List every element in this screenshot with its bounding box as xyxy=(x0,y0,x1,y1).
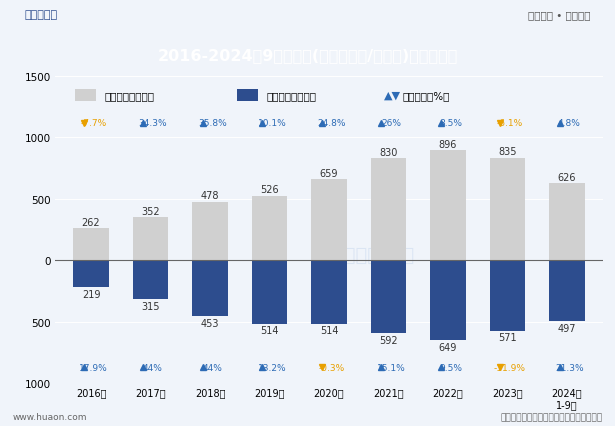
Bar xyxy=(192,202,228,261)
Text: 835: 835 xyxy=(498,147,517,157)
Text: 10.1%: 10.1% xyxy=(258,119,287,128)
Text: 26%: 26% xyxy=(381,119,401,128)
Text: 同比增长（%）: 同比增长（%） xyxy=(402,91,450,101)
Text: 2016-2024年9月四川省(境内目的地/货源地)进、出口额: 2016-2024年9月四川省(境内目的地/货源地)进、出口额 xyxy=(157,48,458,63)
Bar xyxy=(192,261,228,316)
Text: 15.1%: 15.1% xyxy=(376,363,405,372)
Text: -6.1%: -6.1% xyxy=(497,119,523,128)
Text: 219: 219 xyxy=(82,289,100,299)
Bar xyxy=(76,90,96,102)
Text: 44%: 44% xyxy=(202,363,223,372)
Text: 华经产业研究院: 华经产业研究院 xyxy=(331,245,414,264)
Text: 352: 352 xyxy=(141,206,160,216)
Text: 649: 649 xyxy=(439,342,457,352)
Text: ▲▼: ▲▼ xyxy=(384,91,401,101)
Text: www.huaon.com: www.huaon.com xyxy=(12,412,87,421)
Bar xyxy=(237,90,258,102)
Text: 571: 571 xyxy=(498,333,517,343)
Text: 4.8%: 4.8% xyxy=(558,119,581,128)
Text: 进口额（亿美元）: 进口额（亿美元） xyxy=(266,91,316,101)
Bar xyxy=(133,261,169,299)
Bar xyxy=(549,184,585,261)
Bar xyxy=(490,261,525,331)
Bar xyxy=(252,196,287,261)
Text: 830: 830 xyxy=(379,147,398,158)
Bar xyxy=(252,261,287,324)
Text: 数据来源：中国海关；华经产业研究院整理: 数据来源：中国海关；华经产业研究院整理 xyxy=(501,412,603,421)
Bar xyxy=(371,261,407,333)
Text: -0.3%: -0.3% xyxy=(319,363,344,372)
Bar xyxy=(73,229,109,261)
Bar xyxy=(311,261,347,324)
Text: 262: 262 xyxy=(82,217,100,227)
Text: 13.2%: 13.2% xyxy=(258,363,286,372)
Bar xyxy=(311,180,347,261)
Text: 21.3%: 21.3% xyxy=(555,363,584,372)
Bar xyxy=(371,159,407,261)
Bar xyxy=(73,261,109,288)
Text: 478: 478 xyxy=(200,190,220,201)
Bar xyxy=(133,218,169,261)
Text: 17.9%: 17.9% xyxy=(79,363,108,372)
Text: 34.3%: 34.3% xyxy=(138,119,167,128)
Text: 514: 514 xyxy=(320,325,338,336)
Text: 35.8%: 35.8% xyxy=(198,119,227,128)
Text: 626: 626 xyxy=(558,173,576,182)
Text: 出口额（亿美元）: 出口额（亿美元） xyxy=(104,91,154,101)
Bar xyxy=(549,261,585,322)
Text: 453: 453 xyxy=(200,318,220,328)
Text: 315: 315 xyxy=(141,301,160,311)
Text: 497: 497 xyxy=(558,323,576,334)
Text: 526: 526 xyxy=(260,185,279,195)
Text: 514: 514 xyxy=(260,325,279,336)
Text: 华经情报网: 华经情报网 xyxy=(25,10,58,20)
Text: 24.8%: 24.8% xyxy=(317,119,346,128)
Text: -7.7%: -7.7% xyxy=(81,119,106,128)
Text: 659: 659 xyxy=(320,168,338,178)
Text: 专业严谨 • 客观科学: 专业严谨 • 客观科学 xyxy=(528,10,590,20)
Text: 8.5%: 8.5% xyxy=(439,119,462,128)
Bar xyxy=(430,151,466,261)
Text: 592: 592 xyxy=(379,335,398,345)
Bar xyxy=(490,158,525,261)
Bar xyxy=(430,261,466,340)
Text: 9.5%: 9.5% xyxy=(439,363,462,372)
Text: 896: 896 xyxy=(439,139,457,149)
Text: 44%: 44% xyxy=(143,363,163,372)
Text: -11.9%: -11.9% xyxy=(494,363,526,372)
